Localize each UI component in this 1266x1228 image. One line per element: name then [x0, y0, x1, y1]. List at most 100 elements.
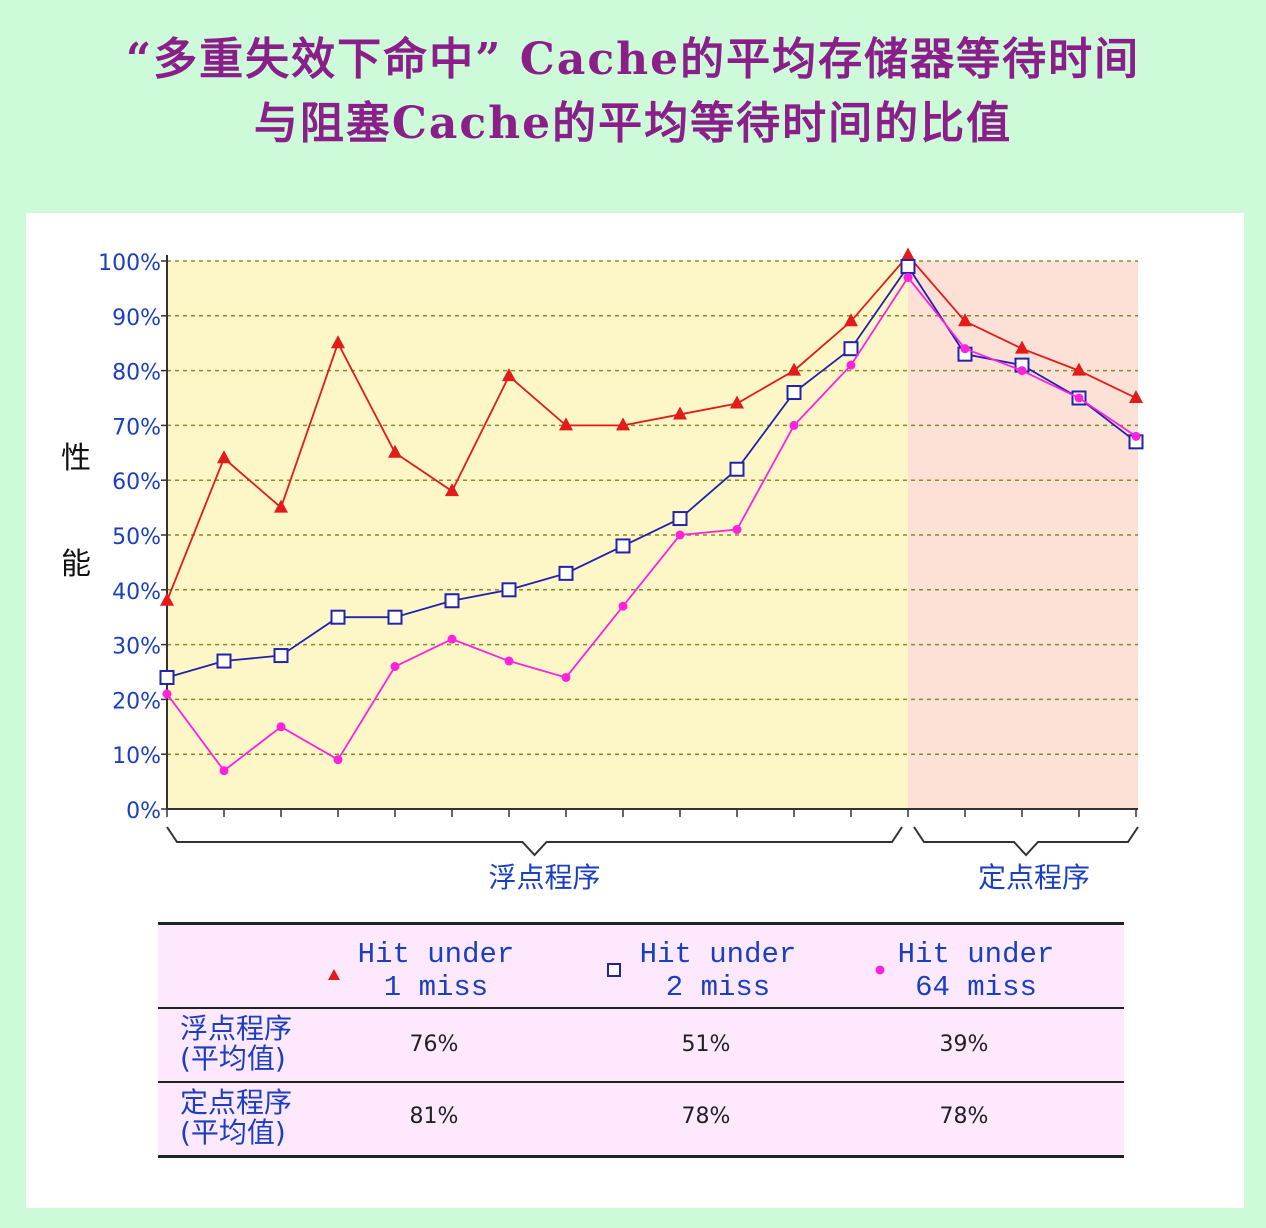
chart-title: “多重失效下命中” Cache的平均存储器等待时间 与阻塞Cache的平均等待时…: [0, 28, 1266, 156]
data-point-triangle: [388, 444, 402, 458]
series-line-3: [166, 275, 1137, 772]
data-point-triangle: [217, 450, 231, 464]
y-tick-label: 30%: [112, 635, 161, 660]
data-point-triangle: [559, 417, 573, 431]
group-label-float: 浮点程序: [488, 861, 600, 894]
title-line-1: “多重失效下命中” Cache的平均存储器等待时间: [125, 34, 1141, 85]
data-point-dot: [675, 530, 685, 540]
data-point-dot: [618, 601, 628, 611]
data-point-dot: [504, 656, 514, 666]
table-top-rule: [158, 922, 1124, 925]
legend-item-3-line2: 64 miss: [915, 971, 1037, 1004]
cell-int-1miss: 81%: [409, 1104, 459, 1129]
legend-item-3-line1: Hit under: [897, 938, 1055, 971]
data-point-dot: [1131, 431, 1141, 441]
data-point-square: [444, 593, 460, 609]
data-point-square: [387, 609, 403, 625]
int-group-brace: [913, 826, 1139, 857]
row-label-float-line1: 浮点程序: [180, 1012, 293, 1045]
data-point-triangle: [673, 406, 687, 420]
cell-float-64miss: 39%: [939, 1032, 989, 1057]
data-point-dot: [561, 672, 571, 682]
legend-square-icon: [607, 963, 621, 977]
cell-float-1miss: 76%: [409, 1032, 459, 1057]
table-row: 浮点程序 (平均值) 76% 51% 39%: [158, 1008, 1124, 1082]
y-tick-label: 60%: [112, 470, 161, 495]
data-point-square: [216, 653, 232, 669]
data-point-triangle: [274, 499, 288, 513]
data-point-dot: [333, 755, 343, 765]
data-point-dot: [903, 272, 913, 282]
legend-dot-icon: [875, 965, 885, 975]
y-axis-label-char: 性: [61, 441, 91, 476]
row-label-int: 定点程序 (平均值): [180, 1088, 292, 1148]
y-tick-label: 100%: [98, 251, 161, 276]
data-point-triangle: [502, 368, 516, 382]
summary-table: Hit under 1 miss Hit under 2 miss Hit un…: [158, 922, 1124, 1158]
data-point-dot: [732, 525, 742, 535]
table-row: 定点程序 (平均值) 81% 78% 78%: [158, 1082, 1124, 1156]
data-point-dot: [789, 420, 799, 430]
table-header-row: Hit under 1 miss Hit under 2 miss Hit un…: [158, 922, 1124, 1008]
row-label-int-line1: 定点程序: [180, 1086, 293, 1119]
data-point-square: [330, 609, 346, 625]
data-point-dot: [1017, 366, 1027, 376]
data-point-triangle: [787, 362, 801, 376]
y-tick-label: 90%: [112, 306, 161, 331]
data-point-square: [558, 565, 574, 581]
data-point-dot: [219, 766, 229, 776]
data-point-dot: [447, 634, 457, 644]
legend-markers: [328, 963, 885, 980]
cell-int-64miss: 78%: [939, 1104, 989, 1129]
y-tick-label: 70%: [112, 415, 161, 440]
data-point-square: [615, 538, 631, 554]
legend-item-3: Hit under 64 miss: [886, 938, 1066, 1004]
data-point-square: [786, 385, 802, 401]
legend-item-1: Hit under 1 miss: [346, 938, 526, 1004]
data-point-triangle: [1015, 340, 1029, 354]
cell-float-2miss: 51%: [681, 1032, 731, 1057]
data-point-dot: [162, 689, 172, 699]
legend-item-1-line1: Hit under: [357, 938, 515, 971]
data-point-dot: [276, 722, 286, 732]
data-point-square: [159, 669, 175, 685]
legend-item-2-line2: 2 miss: [665, 971, 771, 1004]
title-line-2: 与阻塞Cache的平均等待时间的比值: [253, 98, 1013, 149]
data-point-square: [900, 258, 916, 274]
data-point-square: [672, 511, 688, 527]
legend-item-2-line1: Hit under: [639, 938, 797, 971]
legend-triangle-icon: [328, 969, 340, 980]
data-point-triangle: [958, 313, 972, 327]
row-label-float-line2: (平均值): [180, 1042, 286, 1075]
y-tick-label: 0%: [126, 799, 161, 824]
legend-item-1-line2: 1 miss: [383, 971, 489, 1004]
data-point-triangle: [901, 247, 915, 261]
series-line-2: [166, 264, 1137, 679]
y-tick-label: 50%: [112, 525, 161, 550]
table-rule: [158, 1007, 1124, 1009]
data-point-dot: [1074, 393, 1084, 403]
table-rule: [158, 1081, 1124, 1083]
y-tick-label: 80%: [112, 361, 161, 386]
data-point-square: [273, 648, 289, 664]
legend-item-2: Hit under 2 miss: [628, 938, 808, 1004]
data-point-triangle: [445, 483, 459, 497]
data-point-triangle: [1129, 390, 1143, 403]
data-point-triangle: [730, 395, 744, 409]
data-point-dot: [390, 662, 400, 672]
data-point-dot: [960, 344, 970, 354]
y-tick-label: 10%: [112, 744, 161, 769]
table-bottom-rule: [158, 1155, 1124, 1158]
row-label-float: 浮点程序 (平均值): [180, 1014, 292, 1074]
data-point-square: [843, 341, 859, 357]
float-group-brace: [166, 826, 903, 857]
cell-int-2miss: 78%: [681, 1104, 731, 1129]
group-label-int: 定点程序: [978, 861, 1090, 894]
data-point-triangle: [331, 335, 345, 349]
y-axis-label-char: 能: [61, 547, 91, 582]
data-point-square: [729, 461, 745, 477]
data-point-square: [501, 582, 517, 598]
y-tick-label: 20%: [112, 689, 161, 714]
data-point-dot: [846, 360, 856, 370]
